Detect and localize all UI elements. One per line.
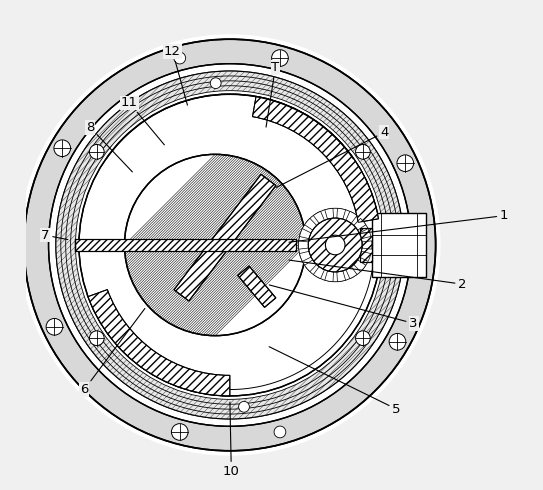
Text: T: T — [266, 61, 280, 127]
Text: 12: 12 — [164, 45, 187, 105]
Polygon shape — [325, 208, 333, 219]
Circle shape — [210, 78, 221, 89]
Circle shape — [124, 154, 306, 336]
Polygon shape — [238, 266, 276, 307]
Polygon shape — [305, 260, 317, 271]
Circle shape — [54, 140, 71, 157]
Polygon shape — [325, 271, 333, 282]
Circle shape — [56, 71, 404, 419]
Circle shape — [172, 424, 188, 441]
Text: 6: 6 — [80, 309, 145, 396]
Circle shape — [299, 208, 372, 282]
Bar — [359, 228, 372, 262]
Circle shape — [389, 334, 406, 350]
Polygon shape — [346, 211, 357, 223]
Text: 7: 7 — [41, 229, 68, 242]
Polygon shape — [337, 271, 346, 282]
Text: 2: 2 — [289, 260, 467, 291]
Circle shape — [274, 426, 286, 438]
Polygon shape — [300, 251, 311, 261]
Circle shape — [174, 52, 186, 64]
Wedge shape — [56, 71, 404, 419]
Wedge shape — [252, 97, 378, 222]
Circle shape — [356, 331, 370, 345]
Circle shape — [356, 145, 370, 159]
Polygon shape — [346, 267, 357, 279]
Circle shape — [24, 39, 435, 451]
Text: 10: 10 — [223, 402, 240, 478]
Polygon shape — [359, 229, 371, 239]
Text: 4: 4 — [276, 126, 388, 187]
Polygon shape — [353, 219, 366, 230]
Circle shape — [397, 155, 414, 172]
Circle shape — [308, 218, 362, 272]
Circle shape — [19, 34, 440, 456]
Circle shape — [90, 145, 104, 159]
Bar — [372, 213, 426, 277]
Circle shape — [90, 331, 104, 345]
Bar — [75, 239, 296, 251]
Circle shape — [325, 235, 345, 255]
Polygon shape — [174, 174, 276, 301]
Text: 11: 11 — [121, 97, 165, 145]
Polygon shape — [313, 267, 325, 279]
Polygon shape — [305, 219, 317, 230]
Circle shape — [79, 94, 381, 396]
Text: 1: 1 — [289, 209, 508, 242]
Bar — [75, 239, 296, 251]
Polygon shape — [299, 241, 308, 249]
Polygon shape — [313, 211, 325, 223]
Wedge shape — [88, 290, 230, 396]
Bar — [359, 228, 372, 262]
Polygon shape — [337, 208, 346, 219]
Polygon shape — [362, 241, 372, 249]
Circle shape — [48, 64, 411, 426]
Polygon shape — [300, 229, 311, 239]
Polygon shape — [359, 251, 371, 261]
Polygon shape — [353, 260, 366, 271]
Circle shape — [46, 318, 63, 335]
Circle shape — [238, 401, 249, 412]
Text: 8: 8 — [86, 121, 132, 172]
Text: 5: 5 — [269, 346, 401, 416]
Circle shape — [272, 49, 288, 66]
Text: 3: 3 — [269, 285, 418, 330]
